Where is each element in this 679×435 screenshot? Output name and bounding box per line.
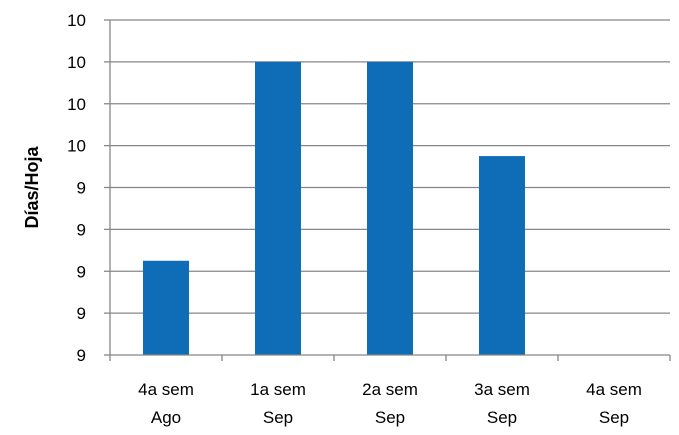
y-tick-label: 10 (67, 95, 86, 114)
x-tick-label: Ago (151, 408, 181, 427)
x-tick-label: 3a sem (474, 380, 530, 399)
x-tick-label: 4a sem (586, 380, 642, 399)
y-tick-label: 10 (67, 11, 86, 30)
y-axis-label: Días/Hoja (22, 145, 42, 228)
bar (143, 260, 189, 355)
y-tick-label: 9 (77, 220, 86, 239)
bars (143, 61, 525, 355)
bar (255, 61, 301, 355)
x-tick-label: Sep (487, 408, 517, 427)
x-tick-labels: 4a sem Ago 1a sem Sep 2a sem Sep 3a sem Sep 4a s… (138, 380, 642, 427)
y-tick-label: 10 (67, 137, 86, 156)
y-tick-label: 9 (77, 346, 86, 365)
bar (367, 61, 413, 355)
bar (479, 156, 525, 355)
x-tick-label: Sep (599, 408, 629, 427)
x-tick-label: 1a sem (250, 380, 306, 399)
y-tick-label: 9 (77, 179, 86, 198)
axes (104, 19, 671, 361)
x-tick-label: Sep (375, 408, 405, 427)
x-tick-label: 2a sem (362, 380, 418, 399)
x-tick-label: Sep (263, 408, 293, 427)
x-tick-label: 4a sem (138, 380, 194, 399)
y-tick-label: 9 (77, 304, 86, 323)
y-tick-label: 9 (77, 262, 86, 281)
y-tick-labels: 9 9 9 9 9 10 10 10 10 (67, 11, 86, 365)
y-tick-label: 10 (67, 53, 86, 72)
